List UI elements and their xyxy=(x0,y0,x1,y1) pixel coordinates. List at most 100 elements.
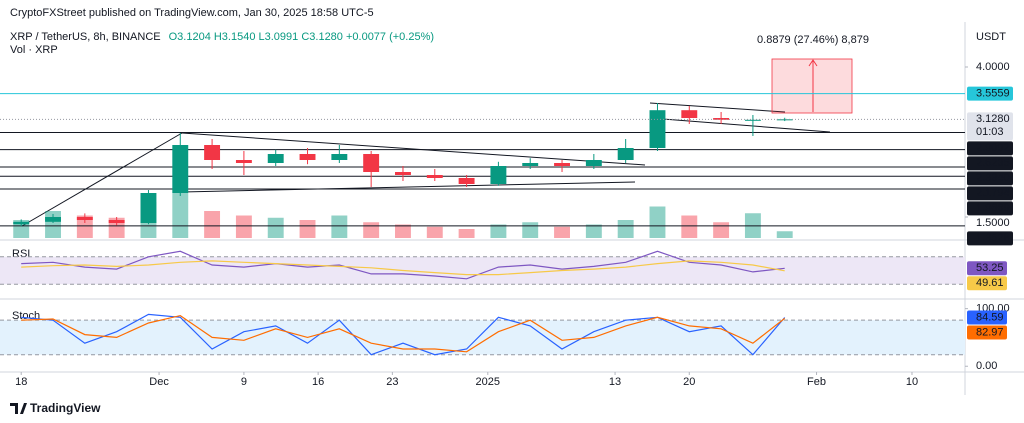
price-label: 3.1280 xyxy=(976,113,1010,125)
value-label: 49.61 xyxy=(976,277,1004,289)
logo-text: TradingView xyxy=(30,401,101,415)
candle-body xyxy=(108,220,125,223)
x-tick-label: Dec xyxy=(149,376,169,388)
x-tick-label: 9 xyxy=(241,376,247,388)
trendline xyxy=(181,132,646,166)
price-label-bg xyxy=(967,231,1013,246)
price-label: 3.5559 xyxy=(976,88,1010,100)
price-label-bg xyxy=(967,112,1013,141)
volume-bar xyxy=(204,211,221,238)
candle-body xyxy=(585,160,602,166)
candle-body xyxy=(681,110,698,118)
value-label: 53.25 xyxy=(976,262,1004,274)
price-label-bg xyxy=(967,141,1013,156)
candle-body xyxy=(140,193,157,223)
ohlc: O3.1204 H3.1540 L3.0991 C3.1280 +0.0077 … xyxy=(169,31,434,43)
x-tick-label: 23 xyxy=(386,376,398,388)
publisher: CryptoFXStreet published on TradingView.… xyxy=(10,7,374,19)
y-axis-unit: USDT xyxy=(976,31,1006,43)
value-label-bg xyxy=(967,261,1007,276)
candle-body xyxy=(172,145,189,193)
candle-body xyxy=(45,217,61,222)
volume-title: Vol · XRP xyxy=(10,44,58,56)
x-tick-label: 2025 xyxy=(476,376,500,388)
volume-bar xyxy=(681,215,698,238)
logo: TradingView xyxy=(10,401,101,415)
candle-body xyxy=(776,119,793,121)
candle-body xyxy=(490,166,507,184)
volume-bar xyxy=(235,215,252,238)
volume-bar xyxy=(585,224,602,238)
logo-mark xyxy=(10,403,27,414)
volume-bar xyxy=(426,226,443,238)
candle-body xyxy=(458,178,475,184)
y-tick-label: 0.00 xyxy=(976,360,997,372)
trendline xyxy=(21,132,183,227)
measure-arrow-head xyxy=(808,59,818,67)
volume-bar xyxy=(299,220,316,238)
volume-bar xyxy=(395,224,411,238)
volume-bar xyxy=(172,193,189,238)
trendlines xyxy=(21,102,831,227)
value-label-bg xyxy=(967,310,1007,325)
chart-title: XRP / TetherUS, 8h, BINANCE xyxy=(10,31,161,43)
price-label-bg xyxy=(967,156,1013,171)
x-tick-label: 18 xyxy=(15,376,27,388)
price-label-bg xyxy=(967,186,1013,201)
price-label-bg xyxy=(967,86,1013,101)
x-tick-label: Feb xyxy=(807,376,826,388)
price-label: 2.1794 xyxy=(976,187,1010,199)
volume-bar xyxy=(617,220,634,238)
price-label: 4.0000 xyxy=(976,61,1010,73)
candle-body xyxy=(522,163,539,166)
price-label-bg xyxy=(967,201,1013,216)
candle-body xyxy=(744,119,761,121)
volume-bar xyxy=(331,215,348,238)
x-tick-label: 10 xyxy=(906,376,918,388)
x-tick-label: 20 xyxy=(683,376,695,388)
volume-bar xyxy=(490,224,507,238)
candle-body xyxy=(267,154,284,163)
candle-body xyxy=(395,172,411,175)
value-label: 82.97 xyxy=(976,326,1004,338)
indicator-line xyxy=(21,250,785,280)
volume-bar xyxy=(363,222,380,238)
trendline xyxy=(649,117,831,133)
candle-body xyxy=(235,160,252,163)
volume-bar xyxy=(554,226,570,238)
volume-bar xyxy=(522,222,539,238)
candle-body xyxy=(299,154,316,160)
trendline xyxy=(181,181,636,193)
volume-bar xyxy=(713,222,730,238)
candle-body xyxy=(76,217,93,220)
candle-body xyxy=(204,145,221,160)
candle-body xyxy=(331,154,348,160)
countdown: 01:03 xyxy=(976,126,1004,138)
price-axis: 53.2549.61100.000.0084.5982.974.00003.55… xyxy=(965,61,1013,372)
plot xyxy=(0,93,965,356)
trendline xyxy=(649,102,786,113)
volume-bar xyxy=(267,217,284,238)
measure-box xyxy=(771,58,853,114)
indicator-line xyxy=(21,260,785,276)
price-label: 2.6235 xyxy=(976,157,1010,169)
value-label: 84.59 xyxy=(976,311,1004,323)
price-label: 1.3528 xyxy=(976,232,1010,244)
candle-body xyxy=(363,154,380,172)
candle-body xyxy=(617,148,634,160)
candle-body xyxy=(426,175,443,178)
indicator-line xyxy=(21,314,786,353)
price-label-bg xyxy=(967,171,1013,186)
price-label: 1.9669 xyxy=(976,202,1010,214)
volume-bar xyxy=(649,206,666,238)
symbol-line: XRP / TetherUS, 8h, BINANCE O3.1204 H3.15… xyxy=(10,31,434,43)
volume-bar xyxy=(458,229,475,238)
volume-bar xyxy=(776,231,793,238)
value-label-bg xyxy=(967,276,1007,291)
candle-body xyxy=(713,118,730,120)
volume-bar xyxy=(13,220,30,238)
value-label-bg xyxy=(967,325,1007,340)
candle-body xyxy=(649,110,666,148)
indicator-band xyxy=(0,320,965,355)
